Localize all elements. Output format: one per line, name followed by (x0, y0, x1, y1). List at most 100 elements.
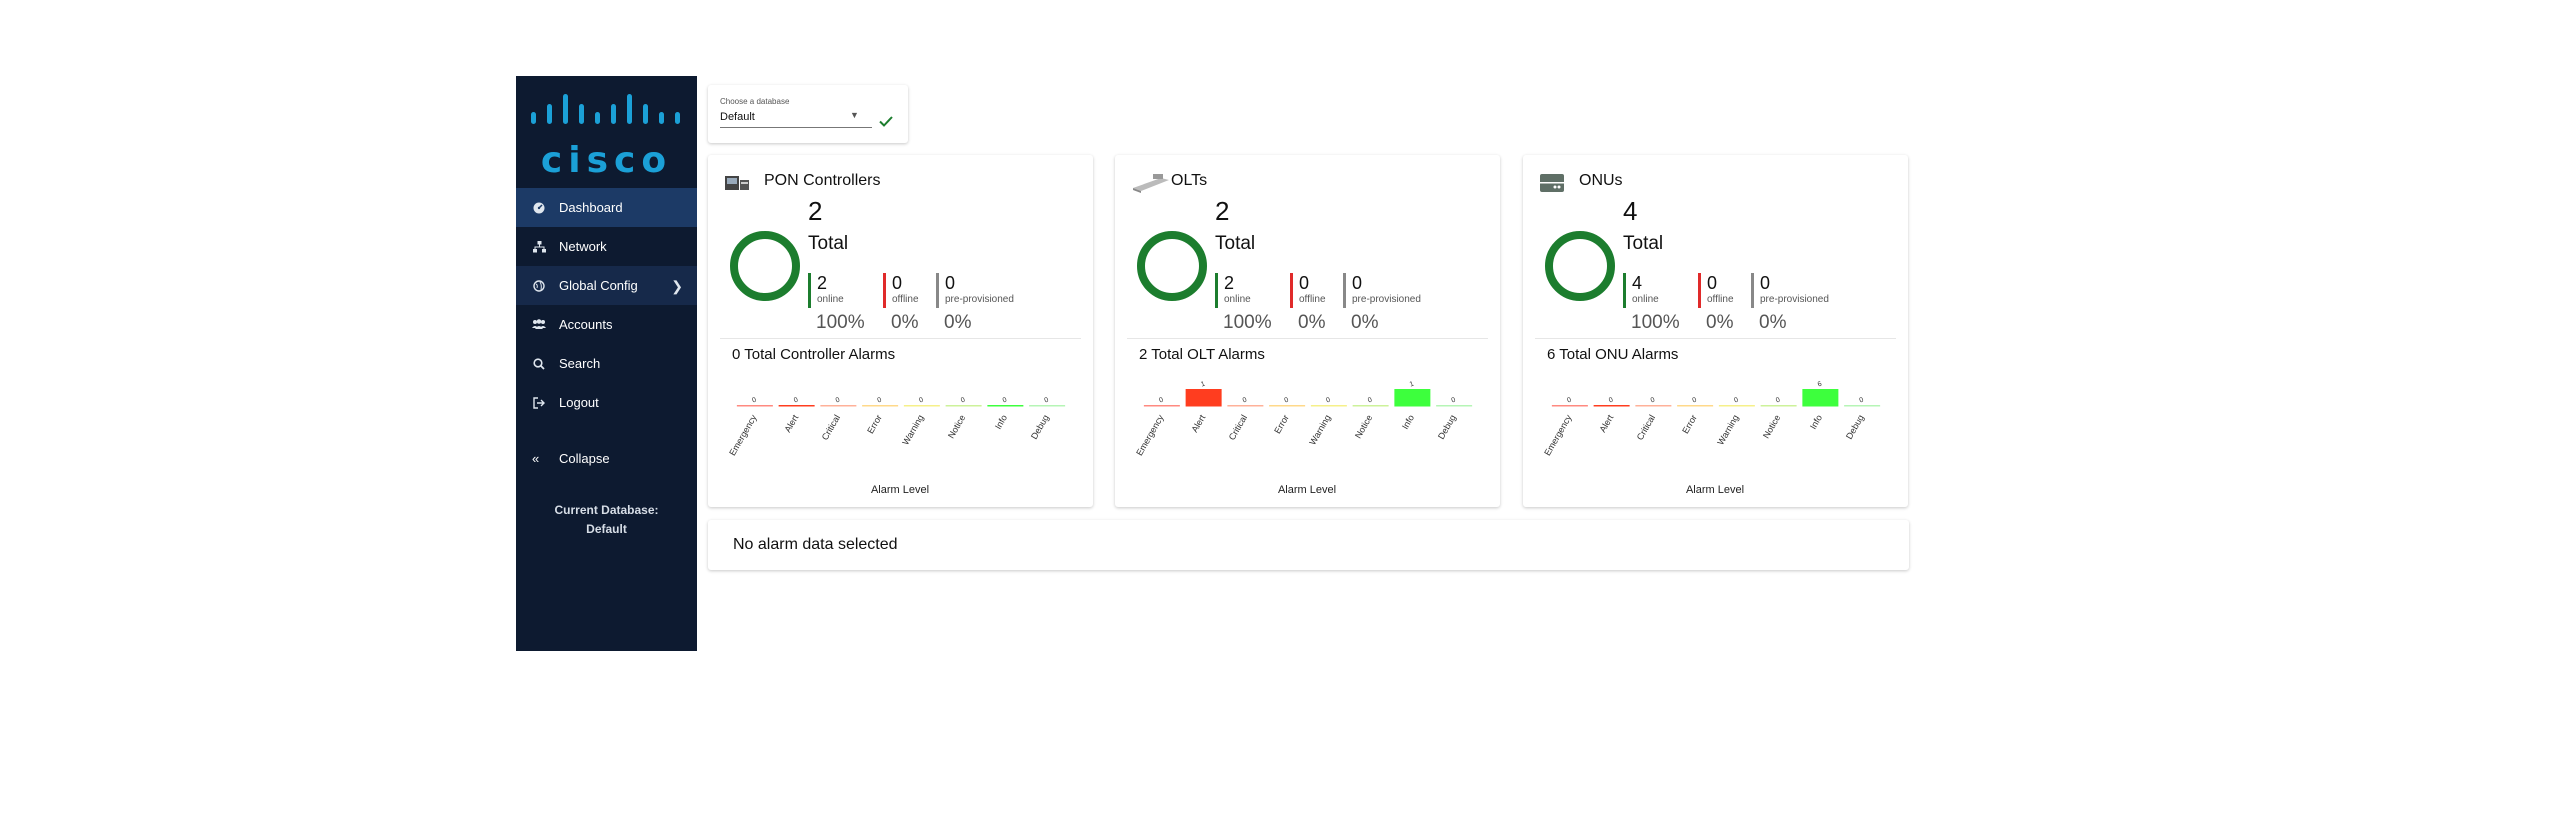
online-stat: 2 online (1215, 273, 1251, 308)
bar-baseline (1394, 405, 1431, 407)
bar-value-label: 1 (1409, 381, 1415, 389)
bar-value-label: 0 (1775, 397, 1781, 405)
tick-label-warning: Warning (1307, 413, 1332, 447)
preprovisioned-label: pre-provisioned (945, 294, 1014, 305)
offline-label: offline (1707, 294, 1734, 305)
database-select[interactable]: Default (720, 111, 755, 123)
search-icon (532, 357, 546, 371)
dropdown-arrow-icon[interactable]: ▼ (850, 110, 859, 120)
alarm-total-title: 0 Total Controller Alarms (732, 346, 896, 363)
bar-baseline (1310, 405, 1347, 407)
tick-label-info: Info (993, 413, 1009, 431)
bar-baseline (903, 405, 940, 407)
double-chevron-left-icon: « (532, 450, 540, 466)
sidebar-item-logout[interactable]: Logout (516, 383, 697, 422)
collapse-label: Collapse (559, 450, 610, 466)
offline-percent: 0% (1706, 312, 1734, 333)
tick-label-critical: Critical (1635, 413, 1657, 442)
sidebar-item-network[interactable]: Network (516, 227, 697, 266)
divider (1535, 338, 1896, 339)
card-title: PON Controllers (764, 172, 881, 189)
users-icon (532, 318, 546, 332)
offline-stat: 0 offline (1290, 273, 1326, 308)
check-icon[interactable] (878, 113, 894, 129)
bar-info[interactable] (1802, 389, 1839, 405)
bar-baseline (1352, 405, 1389, 407)
tick-label-info: Info (1400, 413, 1416, 431)
cisco-logo[interactable]: cisco (528, 90, 685, 181)
stat-card-onu[interactable]: ONUs 4 Total 4 online 0 offline 0 pre-pr… (1523, 155, 1908, 507)
tick-label-notice: Notice (1761, 413, 1782, 440)
offline-percent: 0% (1298, 312, 1326, 333)
bar-baseline (1844, 405, 1881, 407)
sidebar: cisco Dashboard Network Global Config ❯ (516, 76, 697, 651)
bar-baseline (1802, 405, 1839, 407)
sidebar-item-label: Network (559, 239, 607, 254)
globe-icon (532, 279, 546, 293)
network-icon (532, 240, 546, 254)
cisco-bars-icon (531, 94, 680, 124)
bar-value-label: 0 (1284, 397, 1290, 405)
bar-value-label: 0 (1451, 397, 1457, 405)
online-stat: 2 online (808, 273, 844, 308)
bar-value-label: 0 (1608, 397, 1614, 405)
bar-baseline (1029, 405, 1066, 407)
preprovisioned-label: pre-provisioned (1352, 294, 1421, 305)
alarm-total-title: 2 Total OLT Alarms (1139, 346, 1265, 363)
chevron-right-icon[interactable]: ❯ (671, 278, 683, 294)
online-percent: 100% (1631, 312, 1680, 333)
bar-value-label: 0 (1692, 397, 1698, 405)
offline-label: offline (892, 294, 919, 305)
bar-value-label: 6 (1817, 381, 1823, 389)
sidebar-item-dashboard[interactable]: Dashboard (516, 188, 697, 227)
bar-alert[interactable] (1185, 389, 1222, 405)
controller-icon (724, 172, 750, 194)
sidebar-item-global-config[interactable]: Global Config ❯ (516, 266, 697, 305)
database-selector-card: Choose a database Default ▼ (708, 85, 908, 143)
bar-value-label: 0 (751, 397, 757, 405)
nav-menu: Dashboard Network Global Config ❯ Accoun… (516, 188, 697, 422)
total-label: Total (1215, 233, 1256, 254)
tick-label-alert: Alert (1189, 413, 1207, 434)
bar-value-label: 1 (1200, 381, 1206, 389)
tick-label-error: Error (865, 413, 884, 435)
stat-card-olt[interactable]: OLTs 2 Total 2 online 0 offline 0 pre-pr… (1115, 155, 1500, 507)
offline-count: 0 (892, 273, 903, 293)
tick-label-alert: Alert (782, 413, 800, 434)
logo-text: cisco (540, 140, 673, 181)
bar-baseline (1269, 405, 1306, 407)
card-title: OLTs (1171, 172, 1208, 189)
offline-percent: 0% (891, 312, 919, 333)
card-title: ONUs (1579, 172, 1623, 189)
stat-card-controller[interactable]: PON Controllers 2 Total 2 online 0 offli… (708, 155, 1093, 507)
offline-count: 0 (1707, 273, 1718, 293)
current-database-value: Default (586, 522, 627, 536)
bar-baseline (1635, 405, 1672, 407)
bar-value-label: 0 (1325, 397, 1331, 405)
divider (1127, 338, 1488, 339)
bar-baseline (1185, 405, 1222, 407)
alarm-level-chart: 0 Emergency 0 Alert 0 Critical 0 Error 0 Warning 0… (727, 397, 1066, 496)
bar-info[interactable] (1394, 389, 1431, 405)
bar-baseline (1551, 405, 1588, 407)
tick-label-critical: Critical (1227, 413, 1249, 442)
bar-value-label: 0 (1367, 397, 1373, 405)
bar-baseline (1593, 405, 1630, 407)
bar-baseline (1143, 405, 1180, 407)
bar-value-label: 0 (835, 397, 841, 405)
preprovisioned-count: 0 (1760, 273, 1771, 293)
tick-label-emergency: Emergency (1134, 413, 1166, 458)
onu-icon (1539, 172, 1565, 194)
online-percent: 100% (1223, 312, 1272, 333)
tick-label-warning: Warning (1715, 413, 1740, 447)
preprovisioned-stat: 0 pre-provisioned (1751, 273, 1829, 308)
sidebar-item-accounts[interactable]: Accounts (516, 305, 697, 344)
online-label: online (1632, 294, 1659, 305)
sidebar-item-label: Global Config (559, 278, 638, 293)
x-axis-label: Alarm Level (871, 484, 929, 496)
preprovisioned-percent: 0% (1351, 312, 1379, 333)
bar-baseline (1760, 405, 1797, 407)
collapse-button[interactable]: « Collapse (516, 440, 697, 476)
sidebar-item-search[interactable]: Search (516, 344, 697, 383)
preprovisioned-count: 0 (1352, 273, 1363, 293)
